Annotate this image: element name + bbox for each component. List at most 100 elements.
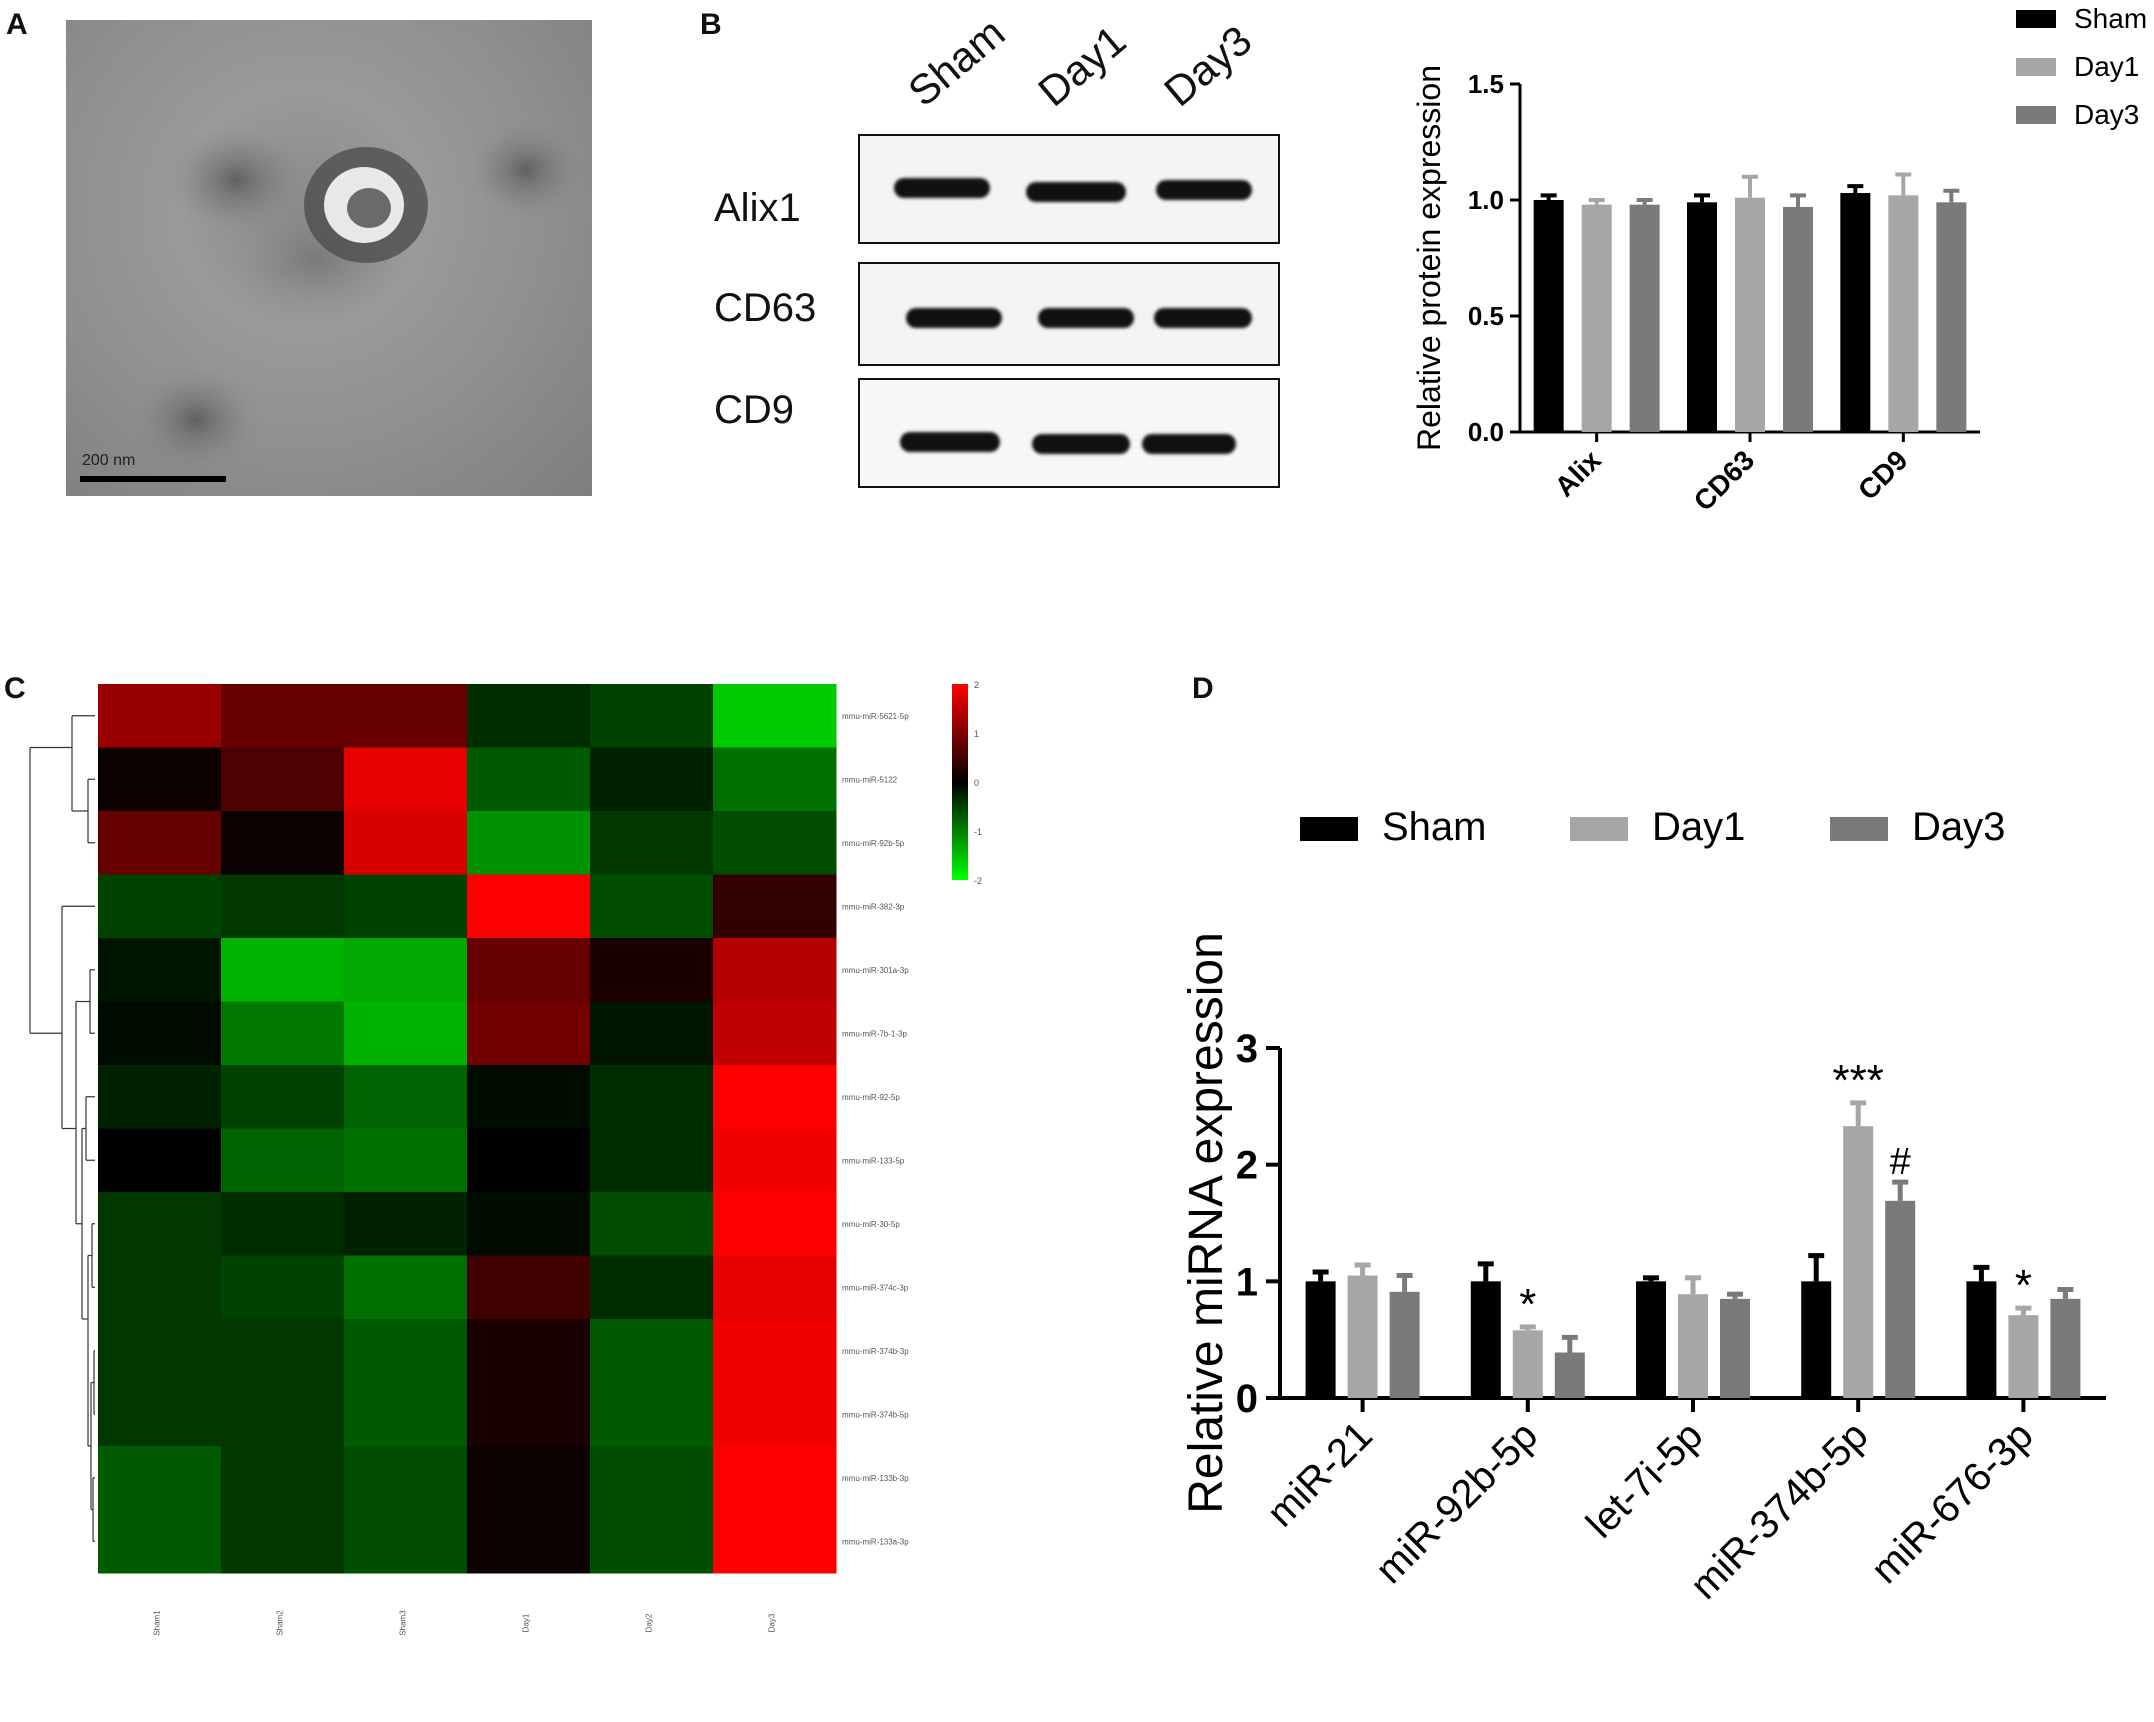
- heatmap-cell: [344, 1192, 468, 1256]
- heatmap-cell: [467, 1255, 591, 1320]
- heatmap-cell: [221, 1255, 345, 1320]
- x-tick-label: miR-92b-5p: [1367, 1413, 1546, 1592]
- bar-day3-mir-676-3p: [2050, 1298, 2081, 1398]
- heatmap-cell: [590, 938, 714, 1002]
- bar-day3-mir-374b-5p: [1885, 1200, 1916, 1398]
- bar-sham-alix: [1533, 200, 1564, 432]
- heatmap-cell: [98, 874, 222, 939]
- y-tick-label: 1.5: [1468, 69, 1504, 99]
- heatmap-cell: [344, 747, 468, 812]
- legend-label-day3: Day3: [2074, 99, 2139, 130]
- heatmap-row-label: mmu-miR-374c-3p: [842, 1283, 909, 1292]
- significance-marker: ***: [1833, 1056, 1884, 1105]
- heatmap-cell: [590, 684, 714, 748]
- blot-alix1: [858, 134, 1280, 244]
- heatmap-cell: [590, 1255, 714, 1320]
- bar-day3-mir-92b-5p: [1554, 1352, 1585, 1398]
- y-tick-label: 0: [1236, 1377, 1258, 1421]
- heatmap-cell: [467, 684, 591, 748]
- heatmap-cell: [221, 1065, 345, 1129]
- heatmap-cell: [344, 938, 468, 1002]
- heatmap-cell: [221, 1509, 345, 1574]
- legend-label-day1: Day1: [1652, 805, 1745, 849]
- lane-label-sham: Sham: [899, 8, 1014, 116]
- band: [894, 178, 990, 198]
- heatmap-cell: [344, 1255, 468, 1320]
- blot-cd9: [858, 378, 1280, 488]
- heatmap-cell: [221, 747, 345, 812]
- heatmap-cell: [344, 1001, 468, 1066]
- heatmap-col-label: Day2: [645, 1613, 654, 1632]
- heatmap-cell: [344, 1382, 468, 1447]
- heatmap-cell: [221, 1128, 345, 1193]
- heatmap-row-label: mmu-miR-92b-5p: [842, 839, 905, 848]
- panel-label-c: C: [4, 672, 26, 705]
- bar-day3-cd63: [1783, 206, 1813, 432]
- x-tick-label: let-7i-5p: [1578, 1413, 1711, 1546]
- heatmap-cell: [713, 1128, 837, 1193]
- heatmap-cell: [467, 1382, 591, 1447]
- heatmap-cell: [713, 1446, 837, 1510]
- heatmap-cell: [713, 1319, 837, 1383]
- significance-marker: *: [1519, 1280, 1536, 1329]
- heatmap-cell: [590, 1065, 714, 1129]
- heatmap-cell: [590, 1001, 714, 1066]
- legend-swatch-day3: [2016, 106, 2056, 124]
- heatmap-cell: [98, 1509, 222, 1574]
- x-tick-label: CD9: [1852, 444, 1914, 506]
- heatmap-cell: [98, 1446, 222, 1510]
- heatmap-col-label: Sham3: [399, 1610, 408, 1636]
- heatmap-row-label: mmu-miR-92-5p: [842, 1093, 900, 1102]
- heatmap-row-label: mmu-miR-5621-5p: [842, 712, 909, 721]
- color-scale-tick: -1: [974, 827, 982, 837]
- band: [1156, 180, 1252, 200]
- heatmap-cell: [713, 747, 837, 812]
- heatmap-cell: [590, 1446, 714, 1510]
- x-tick-label: CD63: [1688, 444, 1761, 517]
- heatmap-cell: [713, 1382, 837, 1447]
- heatmap-cell: [221, 1192, 345, 1256]
- heatmap-cell: [590, 1128, 714, 1193]
- heatmap-col-label: Day1: [522, 1613, 531, 1632]
- heatmap-col-label: Sham1: [153, 1610, 162, 1636]
- x-tick-label: miR-21: [1259, 1413, 1381, 1535]
- bar-sham-cd9: [1840, 193, 1871, 432]
- heatmap-cell: [98, 747, 222, 812]
- bar-sham-mir-92b-5p: [1470, 1281, 1501, 1398]
- heatmap-cell: [344, 684, 468, 748]
- bar-day1-mir-374b-5p: [1843, 1126, 1874, 1398]
- heatmap-cell: [344, 1446, 468, 1510]
- heatmap-cell: [344, 1128, 468, 1193]
- heatmap-row-label: mmu-miR-133b-3p: [842, 1474, 909, 1483]
- significance-marker: *: [2015, 1261, 2032, 1310]
- bar-day1-let-7i-5p: [1678, 1294, 1708, 1398]
- bar-day3-alix: [1629, 204, 1660, 432]
- panel-label-d: D: [1192, 672, 1214, 705]
- heatmap-cell: [98, 1192, 222, 1256]
- bar-sham-mir-374b-5p: [1801, 1281, 1832, 1398]
- legend-swatch-sham: [1300, 817, 1358, 841]
- heatmap-cell: [98, 1065, 222, 1129]
- heatmap-row-label: mmu-miR-301a-3p: [842, 966, 909, 975]
- color-scale-tick: 2: [974, 680, 979, 690]
- heatmap-cell: [221, 1382, 345, 1447]
- heatmap-cell: [590, 874, 714, 939]
- heatmap-cell: [590, 747, 714, 812]
- tem-micrograph: 200 nm: [66, 20, 592, 496]
- heatmap-row-label: mmu-miR-374b-3p: [842, 1347, 909, 1356]
- y-tick-label: 1.0: [1468, 185, 1504, 215]
- heatmap-cell: [713, 811, 837, 875]
- heatmap-cell: [344, 1509, 468, 1574]
- heatmap-cell: [590, 811, 714, 875]
- heatmap-cell: [713, 684, 837, 748]
- lane-label-day1: Day1: [1029, 16, 1135, 116]
- heatmap-cell: [713, 1192, 837, 1256]
- heatmap-row-label: mmu-miR-133a-3p: [842, 1537, 909, 1546]
- y-axis-label: Relative miRNA expression: [1180, 932, 1233, 1514]
- band: [906, 308, 1002, 328]
- scale-bar: [80, 476, 226, 482]
- dendrogram: [29, 715, 95, 1542]
- heatmap-cell: [467, 1001, 591, 1066]
- heatmap-cell: [221, 684, 345, 748]
